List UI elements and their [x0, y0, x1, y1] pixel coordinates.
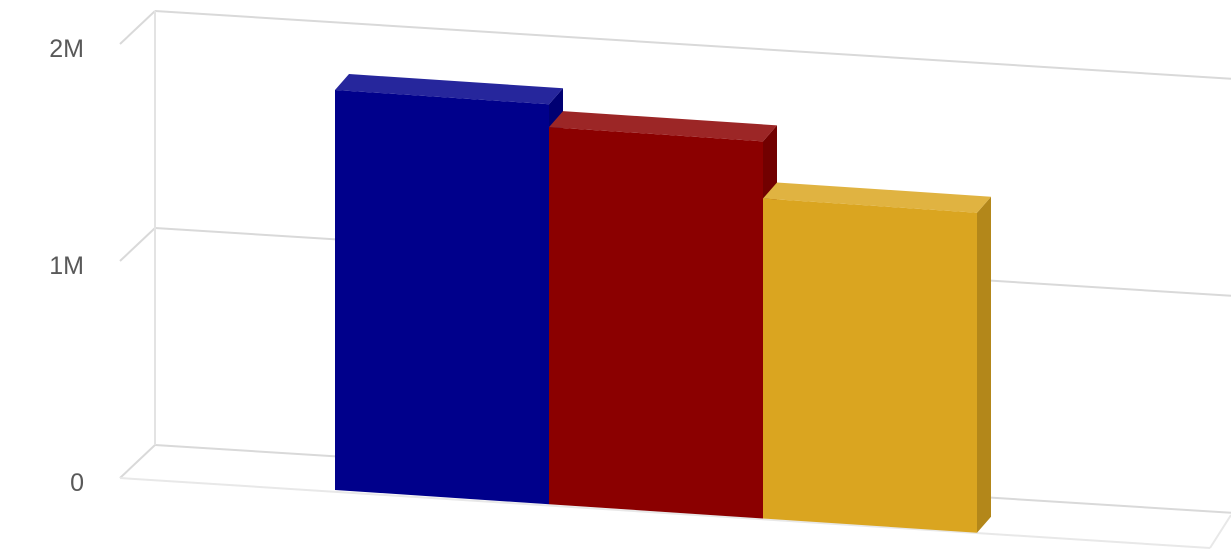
gridline-back-2 [154, 10, 1231, 80]
gridline-side-1 [119, 227, 156, 262]
gridline-side-0 [119, 444, 156, 479]
bar-1 [549, 111, 777, 519]
bar-side-2 [977, 196, 991, 533]
floor-front-edge [119, 477, 1211, 549]
bars [335, 74, 991, 533]
bar-top-1 [549, 111, 777, 142]
gridline-side-2 [119, 10, 156, 45]
y-tick-label-2: 2M [49, 35, 84, 63]
y-tick-label-0: 0 [70, 469, 84, 497]
bar-top-0 [335, 74, 563, 105]
y-axis-tick-labels: 0 1M 2M [49, 35, 84, 497]
bar-2 [763, 182, 991, 533]
y-tick-label-1: 1M [49, 252, 84, 280]
bar-top-2 [763, 182, 991, 213]
floor-right-edge [1209, 514, 1231, 549]
bar-0 [335, 74, 563, 505]
bar-front-0 [335, 90, 549, 505]
bar-front-2 [763, 198, 977, 533]
bar-front-1 [549, 127, 763, 519]
